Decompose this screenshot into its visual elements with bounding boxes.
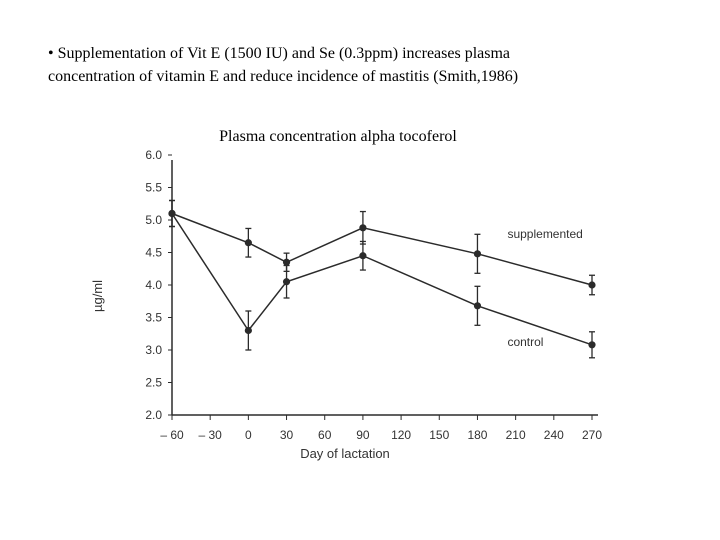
data-point	[244, 326, 252, 335]
series-line	[171, 212, 593, 286]
y-tick-label: 6.0	[145, 148, 162, 162]
data-point	[359, 224, 367, 232]
x-tick-label: 60	[318, 428, 332, 442]
series-label: supplemented	[507, 227, 582, 241]
x-tick-label: 30	[280, 428, 294, 442]
y-tick-label: 3.0	[145, 343, 162, 357]
y-tick-label: 4.5	[145, 246, 162, 260]
series-supplemented: supplemented	[168, 199, 596, 296]
slide-text: • Supplementation of Vit E (1500 IU) and…	[48, 42, 688, 88]
x-tick-label: 270	[582, 428, 602, 442]
slide-text-line-2: concentration of vitamin E and reduce in…	[48, 68, 519, 85]
x-tick-label: 210	[506, 428, 526, 442]
y-tick-label: 3.5	[145, 311, 162, 325]
series-layer: supplemented control	[168, 199, 596, 359]
y-tick-label: 5.0	[145, 213, 162, 227]
chart-title: Plasma concentration alpha tocoferol	[219, 128, 457, 145]
y-ticks: 2.0 2.5 3.0 3.5 4.0 4.5 5.0 5.5 6.0	[145, 148, 172, 422]
x-tick-label: 150	[429, 428, 449, 442]
y-tick-label: 2.5	[145, 376, 162, 390]
data-point	[588, 341, 596, 349]
x-tick-label: 0	[245, 428, 252, 442]
y-axis-label: µg/ml	[90, 280, 105, 312]
x-tick-label: 120	[391, 428, 411, 442]
data-point	[282, 258, 291, 266]
y-tick-label: 2.0	[145, 408, 162, 422]
data-point	[168, 209, 176, 218]
series-label: control	[507, 335, 543, 349]
data-point	[473, 302, 482, 310]
data-point	[588, 281, 596, 289]
data-point	[244, 239, 252, 247]
data-point	[282, 278, 291, 286]
x-tick-label: 180	[467, 428, 487, 442]
y-tick-label: 5.5	[145, 181, 162, 195]
x-tick-label: – 30	[199, 428, 223, 442]
x-axis-label: Day of lactation	[300, 446, 390, 461]
x-tick-label: – 60	[160, 428, 184, 442]
x-tick-label: 90	[356, 428, 370, 442]
data-point	[473, 250, 482, 258]
x-tick-label: 240	[544, 428, 564, 442]
x-ticks: – 60 – 30 0 30 60 90 120 150 180 210 240 270	[160, 415, 602, 442]
y-tick-label: 4.0	[145, 278, 162, 292]
series-control: control	[168, 199, 596, 359]
data-point	[359, 252, 367, 260]
series-line	[171, 213, 593, 346]
slide-text-line-1: • Supplementation of Vit E (1500 IU) and…	[48, 45, 511, 62]
